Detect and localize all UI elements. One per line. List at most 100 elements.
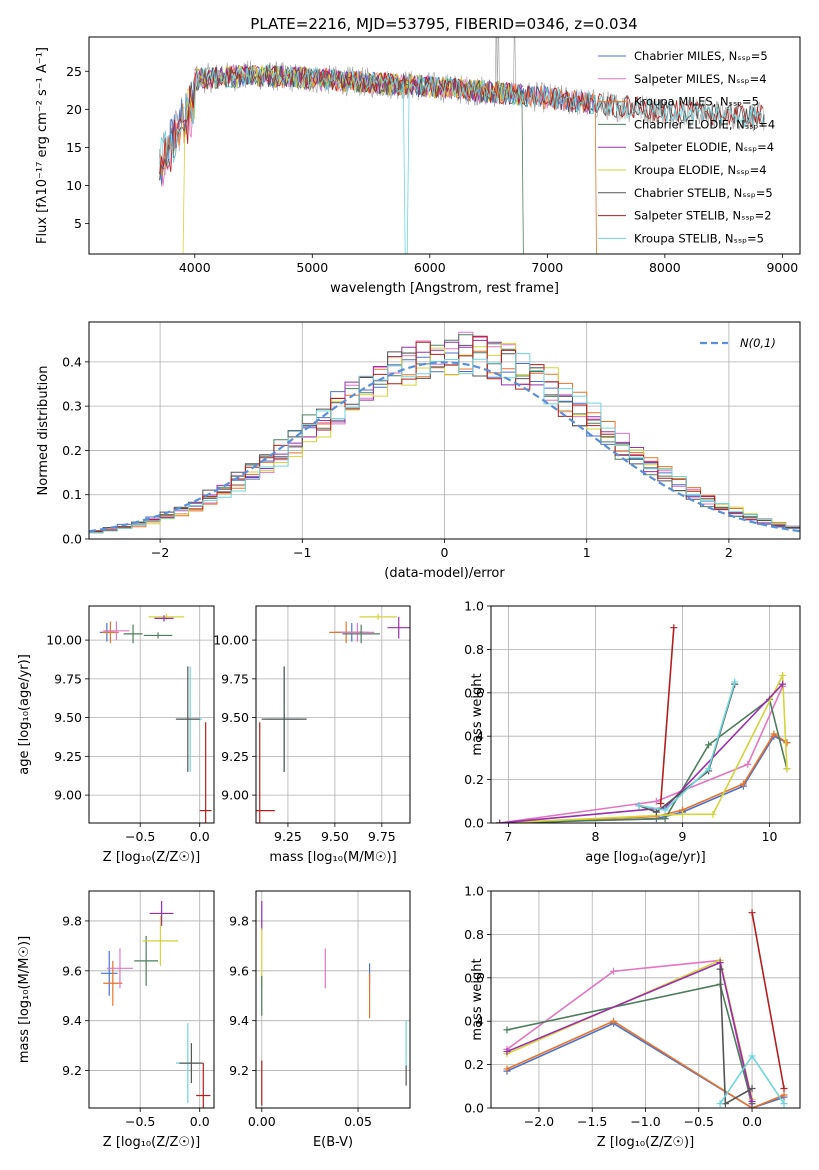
x-tick-label: −0.5 bbox=[684, 1114, 714, 1129]
plot-area-weight-vs-age bbox=[496, 624, 791, 823]
y-tick-label: 9.2 bbox=[62, 1063, 82, 1078]
x-tick-label: 1 bbox=[583, 545, 591, 560]
plot-area-age-vs-mass bbox=[256, 613, 410, 823]
legend-entry: Salpeter MILES, Nₛₛₚ=4 bbox=[634, 72, 767, 86]
axes-age-vs-mass: 9.25 9.50 9.75 9.00 9.25 9.50 9.75 10.00 mass [l… bbox=[213, 605, 411, 865]
weight-point-marker bbox=[748, 909, 756, 917]
y-axis-label: age [log₁₀(age/yr)] bbox=[17, 654, 32, 775]
axes-weight-vs-age: 7 8 9 10 0.0 0.2 0.4 0.6 0.8 1.0 age [log₁₀(age/yr… bbox=[464, 599, 801, 865]
y-tick-label: 9.75 bbox=[221, 671, 249, 686]
y-tick-label: 0.4 bbox=[464, 729, 484, 744]
weight-point-marker bbox=[748, 1097, 756, 1105]
y-tick-label: 10 bbox=[66, 178, 82, 193]
legend-entry: Kroupa MILES, Nₛₛₚ=5 bbox=[634, 95, 759, 109]
x-tick-label: 10 bbox=[762, 829, 778, 844]
weight-point-marker bbox=[610, 967, 618, 975]
x-axis-label: age [log₁₀(age/yr)] bbox=[585, 850, 706, 865]
weight-point-marker bbox=[780, 1100, 788, 1108]
weight-point-marker bbox=[661, 815, 669, 823]
axes-mass-vs-z: −0.5 0.0 9.2 9.4 9.6 9.8 Z [log₁₀(Z/Z☉)] mass [… bbox=[17, 890, 215, 1150]
legend-entry: Kroupa STELIB, Nₛₛₚ=5 bbox=[634, 231, 764, 245]
weight-point-marker bbox=[770, 730, 778, 738]
y-tick-label: 0.8 bbox=[464, 642, 484, 657]
x-tick-label: 9 bbox=[679, 829, 687, 844]
y-tick-label: 0.2 bbox=[62, 443, 82, 458]
y-tick-label: 9.25 bbox=[54, 749, 82, 764]
y-tick-label: 9.6 bbox=[62, 963, 82, 978]
legend-entry: Salpeter STELIB, Nₛₛₚ=2 bbox=[634, 209, 772, 223]
x-tick-label: −1.0 bbox=[630, 1114, 660, 1129]
y-tick-label: 0.4 bbox=[62, 354, 82, 369]
weight-point-marker bbox=[503, 1026, 511, 1034]
legend-entry: Kroupa ELODIE, Nₛₛₚ=4 bbox=[634, 163, 767, 177]
axes-mass-vs-ebv: 0.00 0.05 9.2 9.4 9.6 9.8 E(B-V) bbox=[229, 890, 411, 1150]
x-tick-label: −1.5 bbox=[577, 1114, 607, 1129]
x-tick-label: −1 bbox=[293, 545, 311, 560]
x-tick-label: 7000 bbox=[531, 260, 563, 275]
weight-point-marker bbox=[744, 760, 752, 768]
weight-point-marker bbox=[496, 819, 504, 823]
x-axis-label: E(B-V) bbox=[313, 1135, 353, 1150]
x-tick-label: 6000 bbox=[414, 260, 446, 275]
weight-point-marker bbox=[709, 810, 717, 818]
x-tick-label: 8 bbox=[591, 829, 599, 844]
weight-point-marker bbox=[748, 1052, 756, 1060]
x-tick-label: 5000 bbox=[296, 260, 328, 275]
y-tick-label: 0.6 bbox=[464, 970, 484, 985]
y-tick-label: 9.4 bbox=[62, 1013, 82, 1028]
axes-frame bbox=[88, 36, 801, 255]
weight-point-marker bbox=[635, 802, 643, 810]
x-tick-label: 9.75 bbox=[368, 829, 396, 844]
x-tick-label: −0.5 bbox=[125, 829, 155, 844]
axes-residuals: N(0,1) −2 −1 0 1 2 0.0 0.1 0.2 0.3 0.4 (data-model)… bbox=[36, 321, 801, 581]
y-tick-label: 0.2 bbox=[464, 772, 484, 787]
x-tick-label: 0.0 bbox=[190, 829, 210, 844]
x-tick-label: 0.05 bbox=[344, 1114, 372, 1129]
y-tick-label: 9.8 bbox=[229, 913, 249, 928]
y-tick-label: 0.6 bbox=[464, 685, 484, 700]
y-axis-label: mass [log₁₀(M/M☉)] bbox=[17, 936, 32, 1063]
weight-point-marker bbox=[783, 739, 791, 747]
weight-series-line bbox=[499, 685, 784, 823]
weight-point-marker bbox=[716, 959, 724, 967]
x-axis-label: mass [log₁₀(M/M☉)] bbox=[269, 850, 396, 865]
weight-series-line bbox=[506, 1022, 785, 1108]
x-axis-label: Z [log₁₀(Z/Z☉)] bbox=[103, 1135, 200, 1150]
axes-spectrum: Chabrier MILES, Nₛₛₚ=5 Salpeter MILES, Nₛ… bbox=[35, 36, 801, 296]
y-tick-label: 9.00 bbox=[221, 788, 249, 803]
weight-point-marker bbox=[503, 1065, 511, 1073]
legend-entry: Chabrier ELODIE, Nₛₛₚ=4 bbox=[634, 117, 775, 131]
axes-frame bbox=[255, 605, 411, 824]
weight-point-marker bbox=[716, 1100, 724, 1108]
weight-series-line bbox=[638, 681, 736, 811]
x-axis-label: Z [log₁₀(Z/Z☉)] bbox=[597, 1135, 694, 1150]
y-tick-label: 10.00 bbox=[213, 633, 249, 648]
weight-point-marker bbox=[670, 624, 678, 632]
y-tick-label: 1.0 bbox=[464, 599, 484, 614]
weight-point-marker bbox=[705, 765, 713, 773]
y-axis-label: Normed distribution bbox=[36, 366, 51, 496]
axes-frame bbox=[255, 890, 411, 1109]
x-tick-label: 9.50 bbox=[321, 829, 349, 844]
legend-entry: N(0,1) bbox=[740, 336, 776, 350]
x-tick-label: −2 bbox=[151, 545, 169, 560]
axes-frame bbox=[88, 605, 215, 824]
y-tick-label: 15 bbox=[66, 140, 82, 155]
weight-point-marker bbox=[779, 671, 787, 679]
axes-weight-vs-z: −2.0 −1.5 −1.0 −0.5 0.0 0.0 0.2 0.4 0.6 0.8 1.0 Z [… bbox=[464, 884, 801, 1150]
weight-series-line bbox=[506, 1020, 785, 1108]
weight-point-marker bbox=[783, 765, 791, 773]
axes-frame bbox=[490, 605, 801, 824]
y-tick-label: 9.4 bbox=[229, 1013, 249, 1028]
axes-age-vs-z: −0.5 0.0 9.00 9.25 9.50 9.75 10.00 Z [log₁₀(Z/Z… bbox=[17, 605, 215, 865]
y-tick-label: 5 bbox=[74, 216, 82, 231]
weight-point-marker bbox=[503, 1048, 511, 1056]
y-tick-label: 0.2 bbox=[464, 1057, 484, 1072]
x-axis-label: wavelength [Angstrom, rest frame] bbox=[330, 281, 559, 296]
y-tick-label: 9.50 bbox=[221, 710, 249, 725]
x-tick-label: 2 bbox=[725, 545, 733, 560]
x-tick-label: 0.0 bbox=[742, 1114, 762, 1129]
x-tick-label: 4000 bbox=[179, 260, 211, 275]
y-tick-label: 9.50 bbox=[54, 710, 82, 725]
